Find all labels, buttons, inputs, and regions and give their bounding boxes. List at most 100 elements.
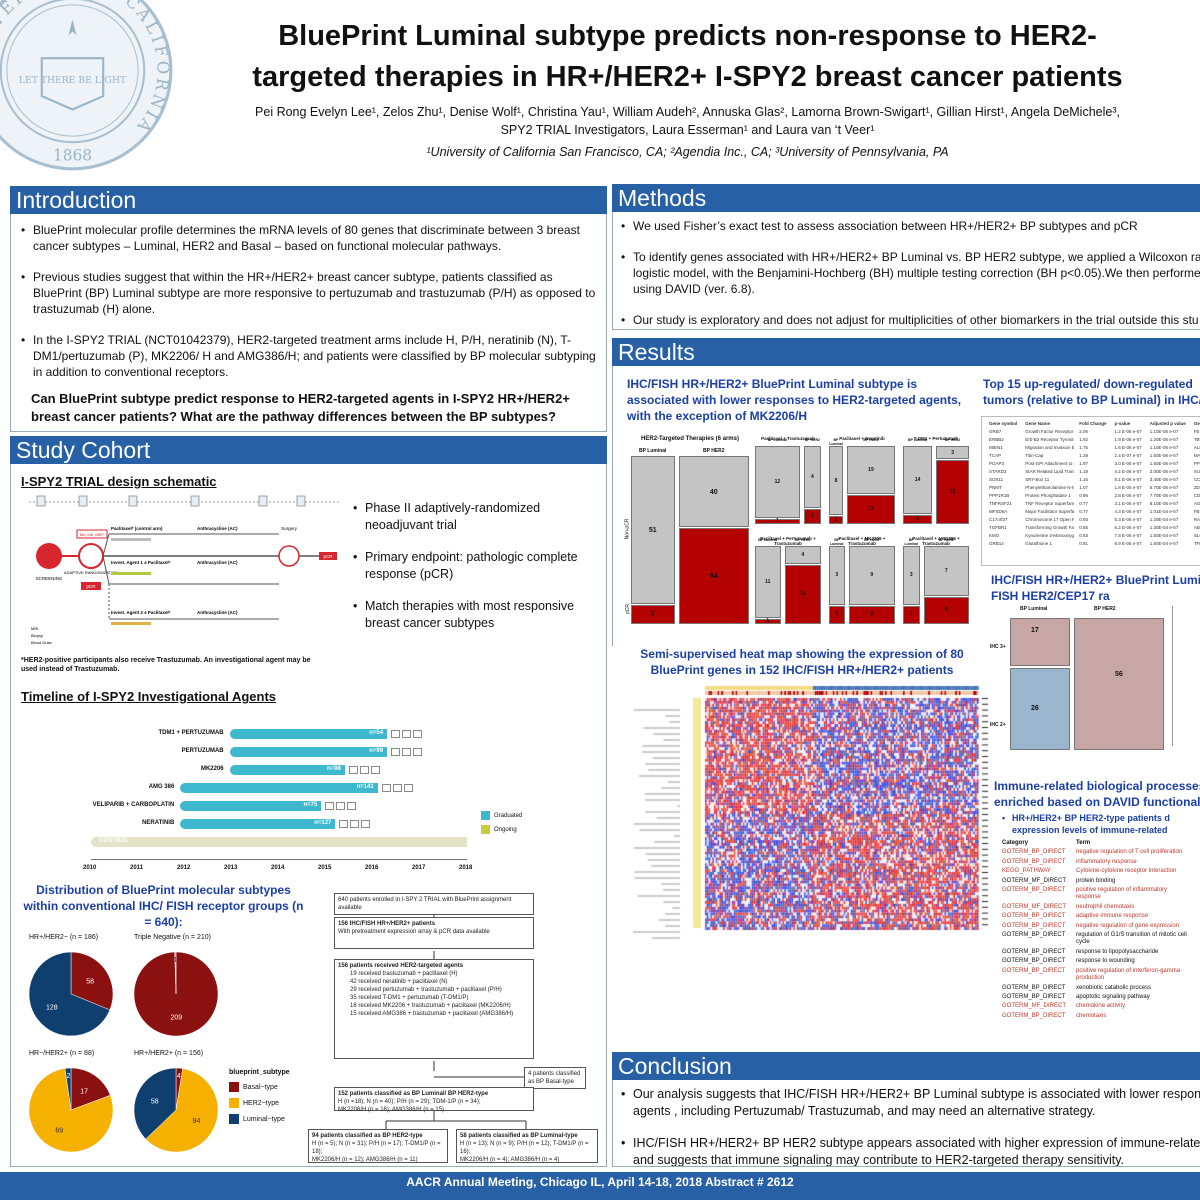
term-category: GOTERM_BP_DIRECT bbox=[1002, 993, 1066, 1000]
mosaic-value: 11 bbox=[765, 578, 771, 585]
cohort-bullets: Phase II adaptively-randomized neoadjuva… bbox=[351, 500, 591, 647]
flow-enrolled: 640 patients enrolled in I-SPY 2 TRIAL w… bbox=[334, 893, 534, 915]
table-row: GOTERM_BP_DIRECT chemotaxis bbox=[998, 1013, 1192, 1020]
mosaic-title: IHC/FISH HR+/HER2+ BluePrint Luminal sub… bbox=[627, 377, 962, 423]
term-name: chemotaxis bbox=[1076, 1012, 1107, 1019]
mosaic-cell-nonpcr: 4 bbox=[803, 446, 821, 509]
timeline-marker bbox=[359, 766, 369, 774]
mosaic-col-label: BP Luminal bbox=[907, 438, 928, 442]
schematic-title: I-SPY2 TRIAL design schematic bbox=[21, 474, 217, 489]
mosaic-value: 1 bbox=[909, 611, 913, 618]
pie-label: 2 bbox=[67, 1073, 71, 1080]
mosaic-title: Paclitaxel + Neratinib bbox=[839, 436, 885, 441]
timeline-year: 2015 bbox=[318, 865, 332, 871]
timeline-marker bbox=[325, 802, 335, 810]
table-cell: GRB7 bbox=[989, 429, 1002, 434]
mosaic-cell-nonpcr: 3 bbox=[903, 546, 920, 605]
legend-her2: HER2−type bbox=[229, 1098, 279, 1109]
intro-bullet: Previous studies suggest that within the… bbox=[19, 269, 599, 317]
ihc-row-label: IHC 2+ bbox=[990, 722, 1006, 728]
timeline-marker bbox=[403, 784, 413, 792]
table-header-cell: Fold Change bbox=[1079, 421, 1107, 426]
table-cell: Post-GPI Attachment to Proteins 3 bbox=[1025, 461, 1074, 466]
table-header-cell: Category bbox=[1002, 840, 1029, 846]
svg-text:Anthracycline (AC): Anthracycline (AC) bbox=[197, 526, 238, 531]
immune-title: Immune-related biological processes enri… bbox=[994, 779, 1200, 809]
table-header-cell: Gene symbol bbox=[989, 421, 1018, 426]
table-cell: 4.2 E-06 e-07 bbox=[1114, 469, 1142, 474]
top15-table: Gene symbol Gene Name Fold Change p-value Ad… bbox=[984, 419, 1200, 549]
timeline-n: n=127 bbox=[314, 820, 332, 826]
mosaic-title: T-DM1 + Pertuzumab bbox=[913, 436, 959, 441]
table-cell: 0.81 bbox=[1079, 541, 1089, 546]
pie-slice bbox=[28, 1068, 114, 1153]
pie-label: 209 bbox=[171, 1015, 183, 1022]
pie-chart: 4 94 58 bbox=[133, 1067, 219, 1153]
mosaic-cell-pcr: 3 bbox=[848, 605, 895, 624]
table-cell: 2.00E-05 e-07 bbox=[1149, 469, 1179, 474]
term-category: GOTERM_BP_DIRECT bbox=[1002, 1012, 1066, 1019]
pie-title: HR+/HER2+ (n = 156) bbox=[134, 1050, 204, 1057]
table-cell: PGAP3 bbox=[989, 461, 1005, 466]
mosaic-col-label: BP HER2 bbox=[945, 438, 961, 442]
term-name: response to lipopolysaccharide bbox=[1076, 948, 1159, 955]
mosaic-value: 40 bbox=[709, 488, 718, 496]
david-terms-table: Category Term GOTERM_BP_DIRECT negative reg… bbox=[996, 838, 1194, 1022]
table-cell: 1.38 bbox=[1079, 453, 1089, 458]
ihc-col-label: BP HER2 bbox=[1094, 606, 1116, 612]
methods-bullet: To identify genes associated with HR+/HE… bbox=[619, 249, 1200, 297]
pie-title: Triple Negative (n = 210) bbox=[134, 934, 211, 941]
table-row: GOTERM_MF_DIRECT neutrophil chemotaxis bbox=[998, 904, 1192, 911]
timeline-bar: n=141 bbox=[180, 783, 378, 793]
term-category: GOTERM_MF_DIRECT bbox=[1002, 877, 1067, 884]
results-panel: IHC/FISH HR+/HER2+ BluePrint Luminal sub… bbox=[612, 366, 1200, 646]
timeline-n: n=141 bbox=[356, 784, 374, 790]
term-category: GOTERM_BP_DIRECT bbox=[1002, 913, 1066, 920]
pie-label: 4 bbox=[177, 1073, 181, 1080]
table-cell: SOX11 bbox=[989, 477, 1004, 482]
timeline-marker bbox=[391, 748, 401, 756]
legend-title: blueprint_subtype bbox=[229, 1069, 290, 1076]
table-cell: Erb-B2 Receptor Tyrosine Kinase 2 bbox=[1025, 437, 1075, 442]
mosaic-value: 4 bbox=[801, 552, 805, 559]
term-category: GOTERM_BP_DIRECT bbox=[1002, 932, 1066, 939]
pie-slice bbox=[70, 1067, 111, 1111]
mosaic-cell-pcr: 1 bbox=[829, 605, 845, 624]
table-row: GOTERM_BP_DIRECT positive regulation of i… bbox=[998, 968, 1192, 983]
table-row: STARD3 StAR Related Lipid Transfer Domain… bbox=[986, 469, 1200, 475]
timeline-bar: n=54 bbox=[229, 729, 388, 739]
table-cell: 1.50E-04 e-07 bbox=[1149, 533, 1179, 538]
table-cell: TNF Receptor Superfamily Member 21 bbox=[1025, 501, 1075, 506]
mosaic-cell-pcr: 7 bbox=[631, 604, 675, 624]
timeline-marker bbox=[370, 766, 380, 774]
mosaic-cell-nonpcr: 9 bbox=[848, 546, 895, 605]
pie-label: 17 bbox=[80, 1089, 88, 1096]
conclusion-heading: Conclusion bbox=[612, 1052, 1200, 1080]
term-name: negative regulation of T cell proliferat… bbox=[1076, 849, 1183, 856]
conclusion-bullets: Our analysis suggests that IHC/FISH HR+/… bbox=[619, 1086, 1200, 1166]
term-category: GOTERM_BP_DIRECT bbox=[1002, 887, 1066, 894]
pie-slice bbox=[133, 1067, 177, 1140]
pie-legend: blueprint_subtype Basal−type HER2−type L… bbox=[229, 1068, 319, 1128]
table-cell: TFF1 bbox=[1193, 541, 1200, 546]
table-row: ERBB2 Erb-B2 Receptor Tyrosine Kinase 2 1.… bbox=[986, 437, 1200, 443]
svg-text:ADAPTIVE RANDOMIZATION: ADAPTIVE RANDOMIZATION bbox=[64, 570, 118, 575]
table-cell: 3.0 E-06 e-07 bbox=[1114, 461, 1142, 466]
table-cell: PNMT bbox=[989, 485, 1002, 490]
timeline-year: 2012 bbox=[177, 865, 191, 871]
term-name: regulation of G1/S transition of mitotic… bbox=[1076, 932, 1187, 946]
authors-line-2: SPY2 TRIAL Investigators, Laura Esserman… bbox=[500, 123, 875, 137]
timeline-marker bbox=[339, 820, 349, 828]
pie-label: 69 bbox=[55, 1127, 63, 1134]
mosaic-value: 3 bbox=[909, 572, 913, 579]
timeline-bar: n=127 bbox=[180, 819, 336, 829]
table-cell: MAPT bbox=[1193, 453, 1200, 458]
timeline-marker bbox=[381, 784, 391, 792]
ihc-mosaic: BP Luminal BP HER2 IHC 3+ IHC 2+ 17 26 56 bbox=[990, 600, 1200, 775]
svg-text:Anthracycline (AC): Anthracycline (AC) bbox=[197, 610, 238, 615]
table-cell: 0.85 bbox=[1079, 525, 1089, 530]
table-cell: Chromosome 17 Open Reading Frame bbox=[1025, 517, 1074, 522]
poster-header: UNIVERSITY OF CALIFORNIA LET THERE BE LI… bbox=[0, 0, 1200, 175]
term-category: GOTERM_BP_DIRECT bbox=[1002, 849, 1066, 856]
table-row: GRB14 Glutathione 1 0.81 8.9 E-05 e-07 1.60E… bbox=[986, 541, 1200, 547]
